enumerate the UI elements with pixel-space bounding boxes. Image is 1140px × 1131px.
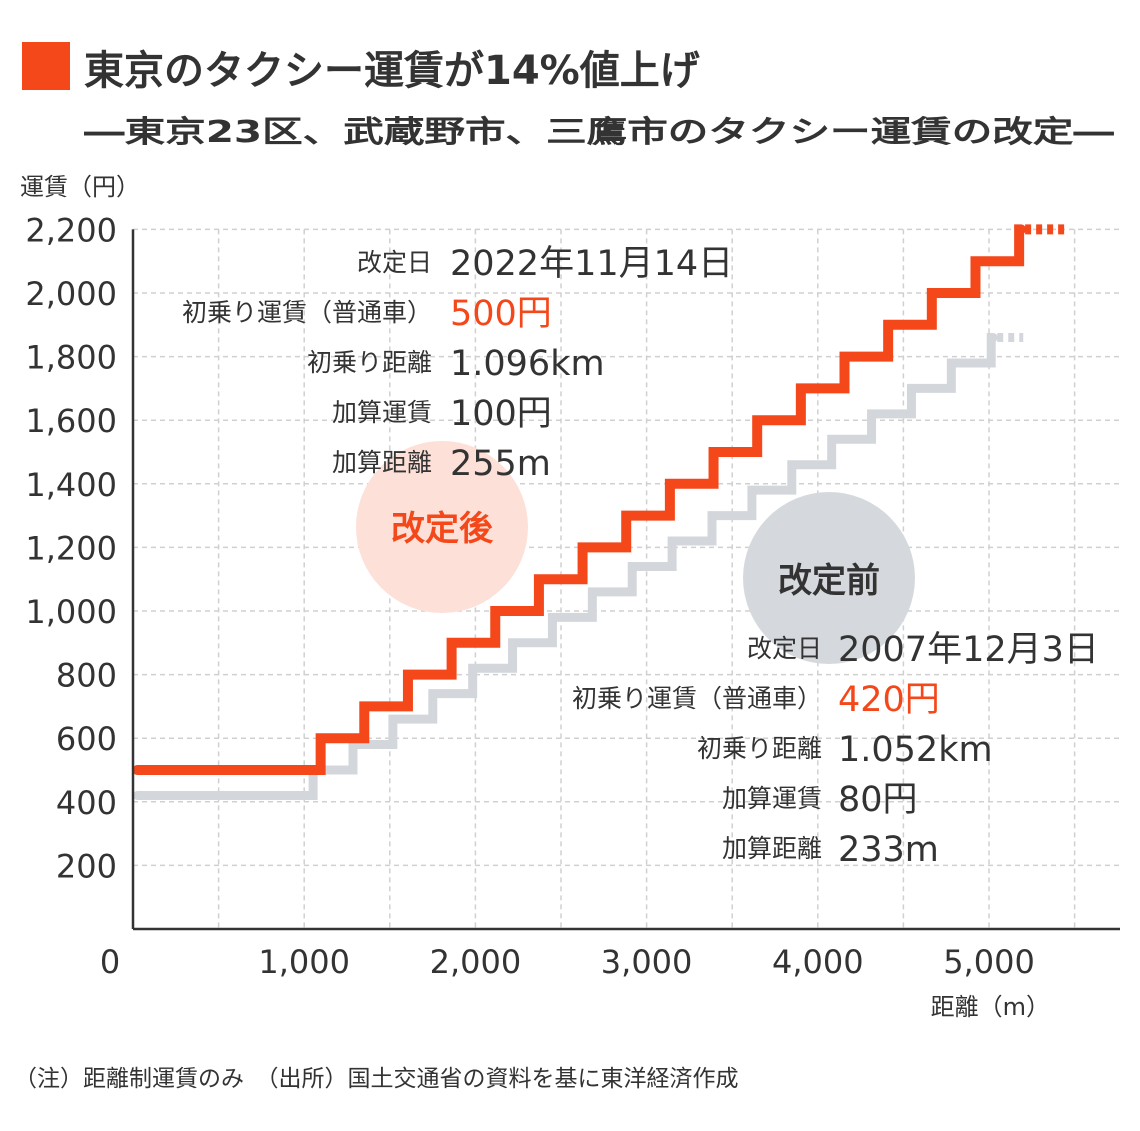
x-axis-label: 距離（m）	[931, 993, 1050, 1021]
subtitle: ―東京23区、武蔵野市、三鷹市のタクシー運賃の改定―	[84, 115, 1114, 150]
y-axis-label: 運賃（円）	[20, 173, 140, 201]
info-value: 1.096km	[450, 344, 605, 384]
y-tick-label: 1,600	[25, 402, 117, 440]
footnote: （注）距離制運賃のみ （出所）国土交通省の資料を基に東洋経済作成	[14, 1066, 739, 1092]
info-value: 2007年12月3日	[838, 630, 1099, 670]
info-label: 改定日	[747, 634, 822, 663]
info-value: 233m	[838, 830, 939, 870]
before-circle-label: 改定前	[778, 561, 880, 601]
info-value: 420円	[838, 680, 940, 720]
title: 東京のタクシー運賃が14%値上げ	[84, 48, 700, 94]
x-tick-label: 4,000	[772, 943, 864, 981]
info-label: 初乗り運賃（普通車）	[572, 684, 822, 713]
after-line	[132, 224, 1027, 775]
info-label: 初乗り距離	[697, 734, 822, 763]
x-tick-label: 0	[100, 943, 120, 981]
x-tick-label: 2,000	[430, 943, 522, 981]
y-tick-label: 1,000	[25, 593, 117, 631]
info-value: 1.052km	[838, 730, 993, 770]
y-tick-label: 400	[56, 784, 117, 822]
info-label: 加算距離	[722, 834, 822, 863]
info-label: 初乗り運賃（普通車）	[182, 298, 432, 327]
before-line	[132, 333, 998, 800]
info-label: 加算距離	[332, 448, 432, 477]
y-tick-label: 1,400	[25, 466, 117, 504]
info-label: 初乗り距離	[307, 348, 432, 377]
before-circle	[743, 492, 915, 664]
info-label: 加算運賃	[332, 398, 432, 427]
info-value: 255m	[450, 444, 551, 484]
info-label: 加算運賃	[722, 784, 822, 813]
info-value: 500円	[450, 294, 552, 334]
y-tick-label: 1,800	[25, 339, 117, 377]
x-tick-label: 5,000	[943, 943, 1035, 981]
x-tick-label: 1,000	[258, 943, 350, 981]
info-value: 80円	[838, 780, 918, 820]
y-tick-label: 2,000	[25, 275, 117, 313]
info-value: 2022年11月14日	[450, 244, 733, 284]
y-tick-label: 2,200	[25, 211, 117, 249]
info-label: 改定日	[357, 248, 432, 277]
y-tick-label: 800	[56, 657, 117, 695]
y-tick-label: 600	[56, 720, 117, 758]
after-circle	[356, 441, 528, 613]
x-tick-label: 3,000	[601, 943, 693, 981]
info-value: 100円	[450, 394, 552, 434]
title-marker	[22, 42, 70, 90]
y-tick-label: 1,200	[25, 529, 117, 567]
y-tick-label: 200	[56, 847, 117, 885]
after-circle-label: 改定後	[391, 509, 494, 549]
